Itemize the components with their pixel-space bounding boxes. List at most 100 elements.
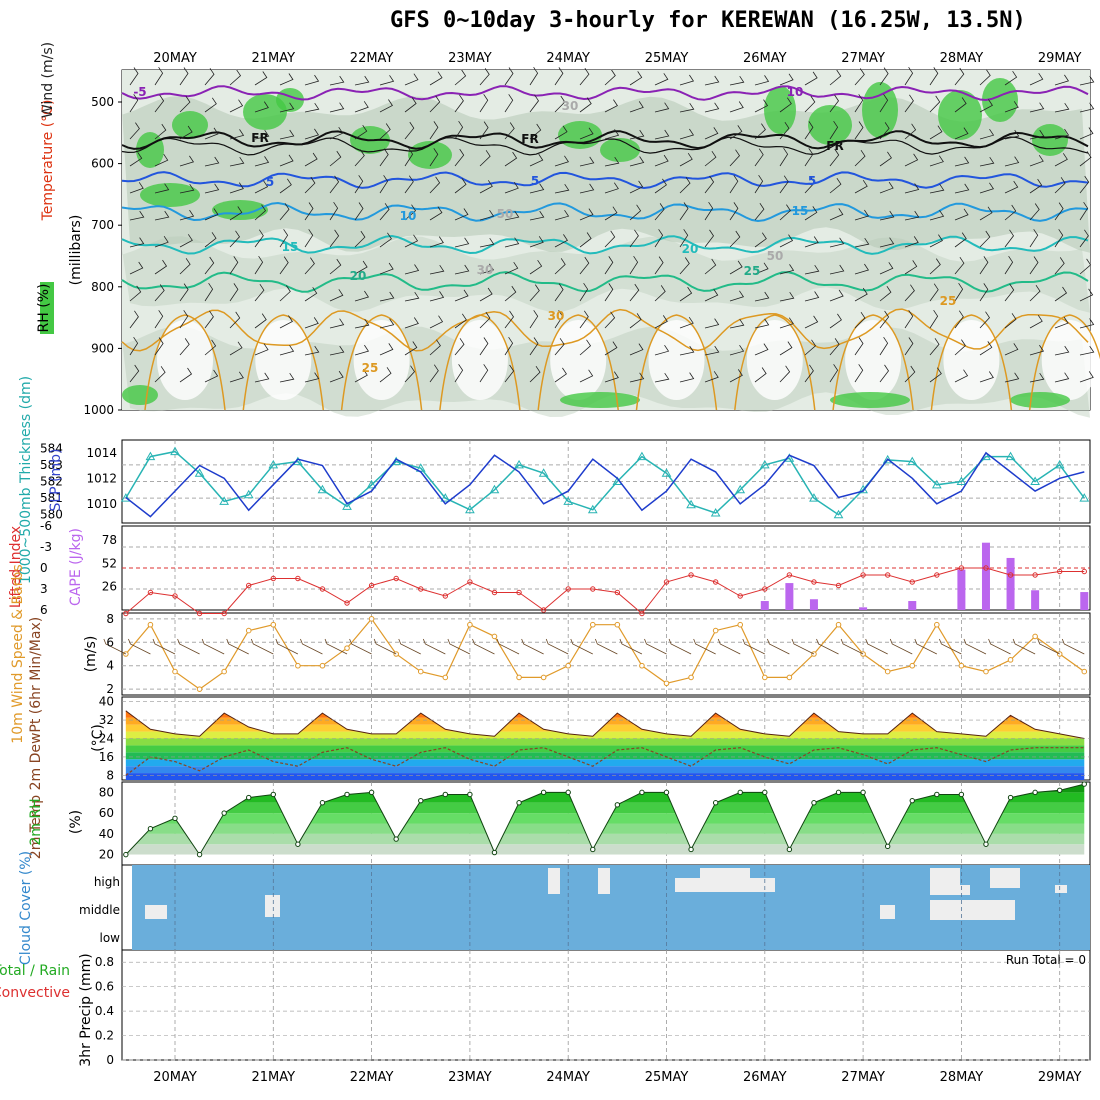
wind-barb	[204, 183, 220, 194]
li-point	[639, 610, 645, 617]
wind-barb	[629, 129, 645, 140]
wind-barb	[226, 638, 249, 655]
wind-barb	[1004, 313, 1017, 329]
wind-barb	[779, 73, 794, 86]
wind-barb	[329, 201, 339, 221]
rh-band	[125, 802, 1085, 814]
wind-barb	[529, 210, 545, 221]
wind-barb	[754, 232, 767, 248]
thickness-tick-label: 583	[40, 458, 63, 472]
rh-point	[860, 789, 866, 796]
wind-barb	[1029, 203, 1040, 221]
thickness-point	[563, 496, 574, 505]
wind-barb	[229, 283, 239, 302]
wind-barb	[504, 261, 519, 275]
contour-label: 5	[266, 175, 274, 189]
li-tick-label: 6	[40, 603, 48, 617]
wind-barb	[929, 125, 943, 140]
wind-barb	[404, 97, 417, 113]
li-point	[762, 586, 768, 592]
temperature-contour	[121, 85, 1089, 102]
rh-point	[368, 789, 375, 796]
li-point	[663, 579, 670, 585]
wind-speed-point	[614, 621, 621, 628]
wind-barb	[779, 341, 793, 356]
rh-dry-pocket	[1041, 320, 1098, 400]
rh-moist-area	[560, 392, 640, 408]
rh-dry-pocket	[845, 320, 902, 400]
wind-barb	[545, 638, 569, 655]
contour-label: FR	[521, 132, 538, 146]
wind-barb	[354, 124, 368, 140]
contour-label: FR	[251, 131, 268, 145]
wind-barb	[879, 181, 894, 194]
wind-barb	[1054, 102, 1070, 113]
rh-point	[614, 802, 621, 808]
wind-barb	[979, 311, 991, 329]
wind-barb	[729, 202, 739, 221]
date-label-top: 29MAY	[1038, 51, 1082, 66]
li-point	[270, 575, 276, 582]
wind-barb	[254, 180, 269, 194]
contour-label: 5	[531, 174, 539, 188]
thickness-point	[1054, 459, 1065, 469]
wind-barb	[204, 369, 219, 383]
wind-barb	[479, 337, 489, 356]
wind-barb	[404, 317, 419, 329]
wind-barb	[1029, 256, 1039, 275]
wind-speed-point	[1032, 633, 1038, 640]
temp-tick-label: 16	[99, 750, 114, 764]
rh-point	[958, 791, 965, 798]
wind-barb	[504, 237, 520, 248]
wind-barb	[1054, 372, 1070, 383]
wind-barb	[129, 364, 140, 383]
wind-barb	[1054, 128, 1070, 140]
wind-barb	[979, 99, 993, 113]
temperature-contour-25	[537, 314, 619, 411]
wind-barb	[879, 364, 889, 383]
thickness-point	[366, 479, 377, 489]
wind-barb	[1029, 129, 1045, 140]
thickness-point	[833, 509, 844, 519]
wind-barb	[979, 182, 995, 194]
chart-title: GFS 0~10day 3-hourly for KEREWAN (16.25W…	[390, 8, 1026, 33]
wind-barb	[704, 201, 714, 221]
contour-label: 25	[744, 264, 761, 278]
wind-barb	[979, 128, 995, 140]
contour-label: 25	[940, 294, 957, 308]
wind-barb	[779, 264, 795, 275]
wind-barb	[529, 310, 539, 329]
wind-barb	[979, 371, 994, 383]
wind-barb	[429, 176, 441, 194]
contour-label: 20	[682, 242, 699, 256]
wind-barb	[704, 150, 717, 167]
wind-barb	[329, 75, 345, 86]
wind-barb	[279, 256, 289, 275]
wind-barb	[879, 237, 895, 248]
wind-barb	[329, 345, 345, 356]
wind-tick-label: 4	[106, 659, 114, 673]
wind-barb	[604, 206, 618, 221]
wind-barb	[1029, 229, 1039, 248]
wind-barb	[479, 180, 493, 194]
wind-barb	[754, 262, 769, 275]
wind-barb	[304, 229, 314, 248]
wind-barb	[804, 206, 818, 221]
temperature-contour-25	[930, 314, 1013, 411]
li-point	[983, 565, 989, 571]
li-point	[1032, 572, 1038, 578]
wind-barb	[604, 129, 620, 140]
rh-tick-label: 40	[99, 827, 114, 841]
date-label-bottom: 20MAY	[153, 1070, 197, 1085]
wind-barb	[179, 234, 193, 248]
wind-barb	[329, 258, 342, 275]
wind-barb	[729, 344, 745, 356]
temperature-contour-25	[144, 314, 226, 411]
wind-barb	[254, 156, 270, 167]
wind-barb	[429, 291, 445, 302]
slp-thickness-panel: 584 583 582 581 580 1014 1012 1010	[40, 441, 1090, 522]
date-label-bottom: 29MAY	[1038, 1070, 1082, 1085]
wind-barb	[154, 235, 169, 248]
wind-barb	[254, 71, 268, 86]
wind-barb	[879, 262, 894, 275]
